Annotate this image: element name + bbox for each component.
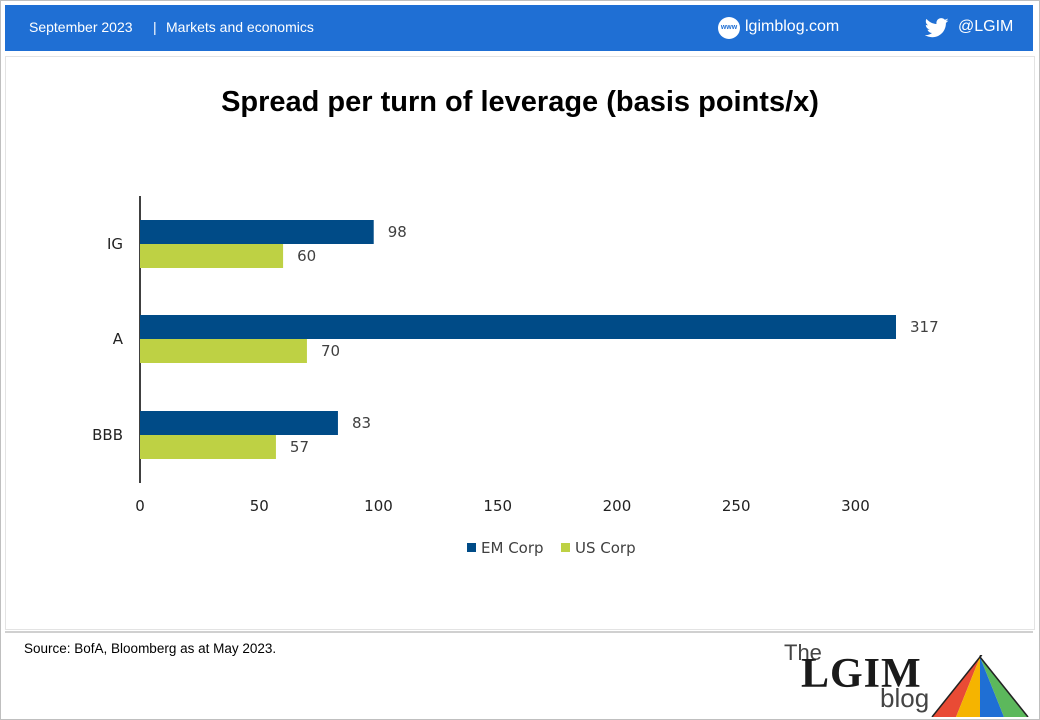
data-label: 57 <box>290 438 309 456</box>
header-topic-link[interactable]: Markets and economics <box>166 19 314 35</box>
category-label: BBB <box>92 426 123 444</box>
category-label: A <box>113 330 124 348</box>
x-tick-label: 0 <box>135 497 145 515</box>
data-label: 317 <box>910 318 939 336</box>
legend-swatch <box>467 543 476 552</box>
bar <box>140 435 276 459</box>
x-tick-label: 150 <box>483 497 512 515</box>
data-label: 70 <box>321 342 340 360</box>
category-label: IG <box>107 235 123 253</box>
legend-swatch <box>561 543 570 552</box>
x-tick-label: 50 <box>250 497 269 515</box>
source-note: Source: BofA, Bloomberg as at May 2023. <box>24 641 277 656</box>
twitter-handle-link[interactable]: @LGIM <box>958 18 1014 35</box>
header-bar: September 2023 | Markets and economics w… <box>5 5 1033 51</box>
globe-www-icon: www <box>718 17 740 39</box>
header-date: September 2023 <box>29 19 133 35</box>
x-tick-label: 100 <box>364 497 393 515</box>
legend-label: US Corp <box>575 539 636 557</box>
x-tick-label: 250 <box>722 497 751 515</box>
logo-the-text: The <box>784 640 822 665</box>
chart-title: Spread per turn of leverage (basis point… <box>221 86 819 118</box>
bar <box>140 339 307 363</box>
legend-label: EM Corp <box>481 539 544 557</box>
umbrella-logo-icon <box>931 655 1029 717</box>
data-label: 83 <box>352 414 371 432</box>
logo-lgim-text: LGIM <box>801 651 922 697</box>
footer-divider <box>5 631 1033 633</box>
bar <box>140 220 374 244</box>
x-tick-label: 300 <box>841 497 870 515</box>
logo-blog-text: blog <box>880 683 930 713</box>
data-label: 60 <box>297 247 316 265</box>
data-label: 98 <box>388 223 407 241</box>
bar <box>140 315 896 339</box>
site-link[interactable]: lgimblog.com <box>745 18 840 35</box>
bar <box>140 411 338 435</box>
twitter-bird-icon[interactable] <box>925 17 949 39</box>
bar <box>140 244 284 268</box>
header-separator: | <box>153 19 157 35</box>
bar-chart: IG 98 60 A 317 70 BBB 83 57 0 50 100 150 200 250 300 EM … <box>92 196 939 557</box>
x-tick-label: 200 <box>603 497 632 515</box>
